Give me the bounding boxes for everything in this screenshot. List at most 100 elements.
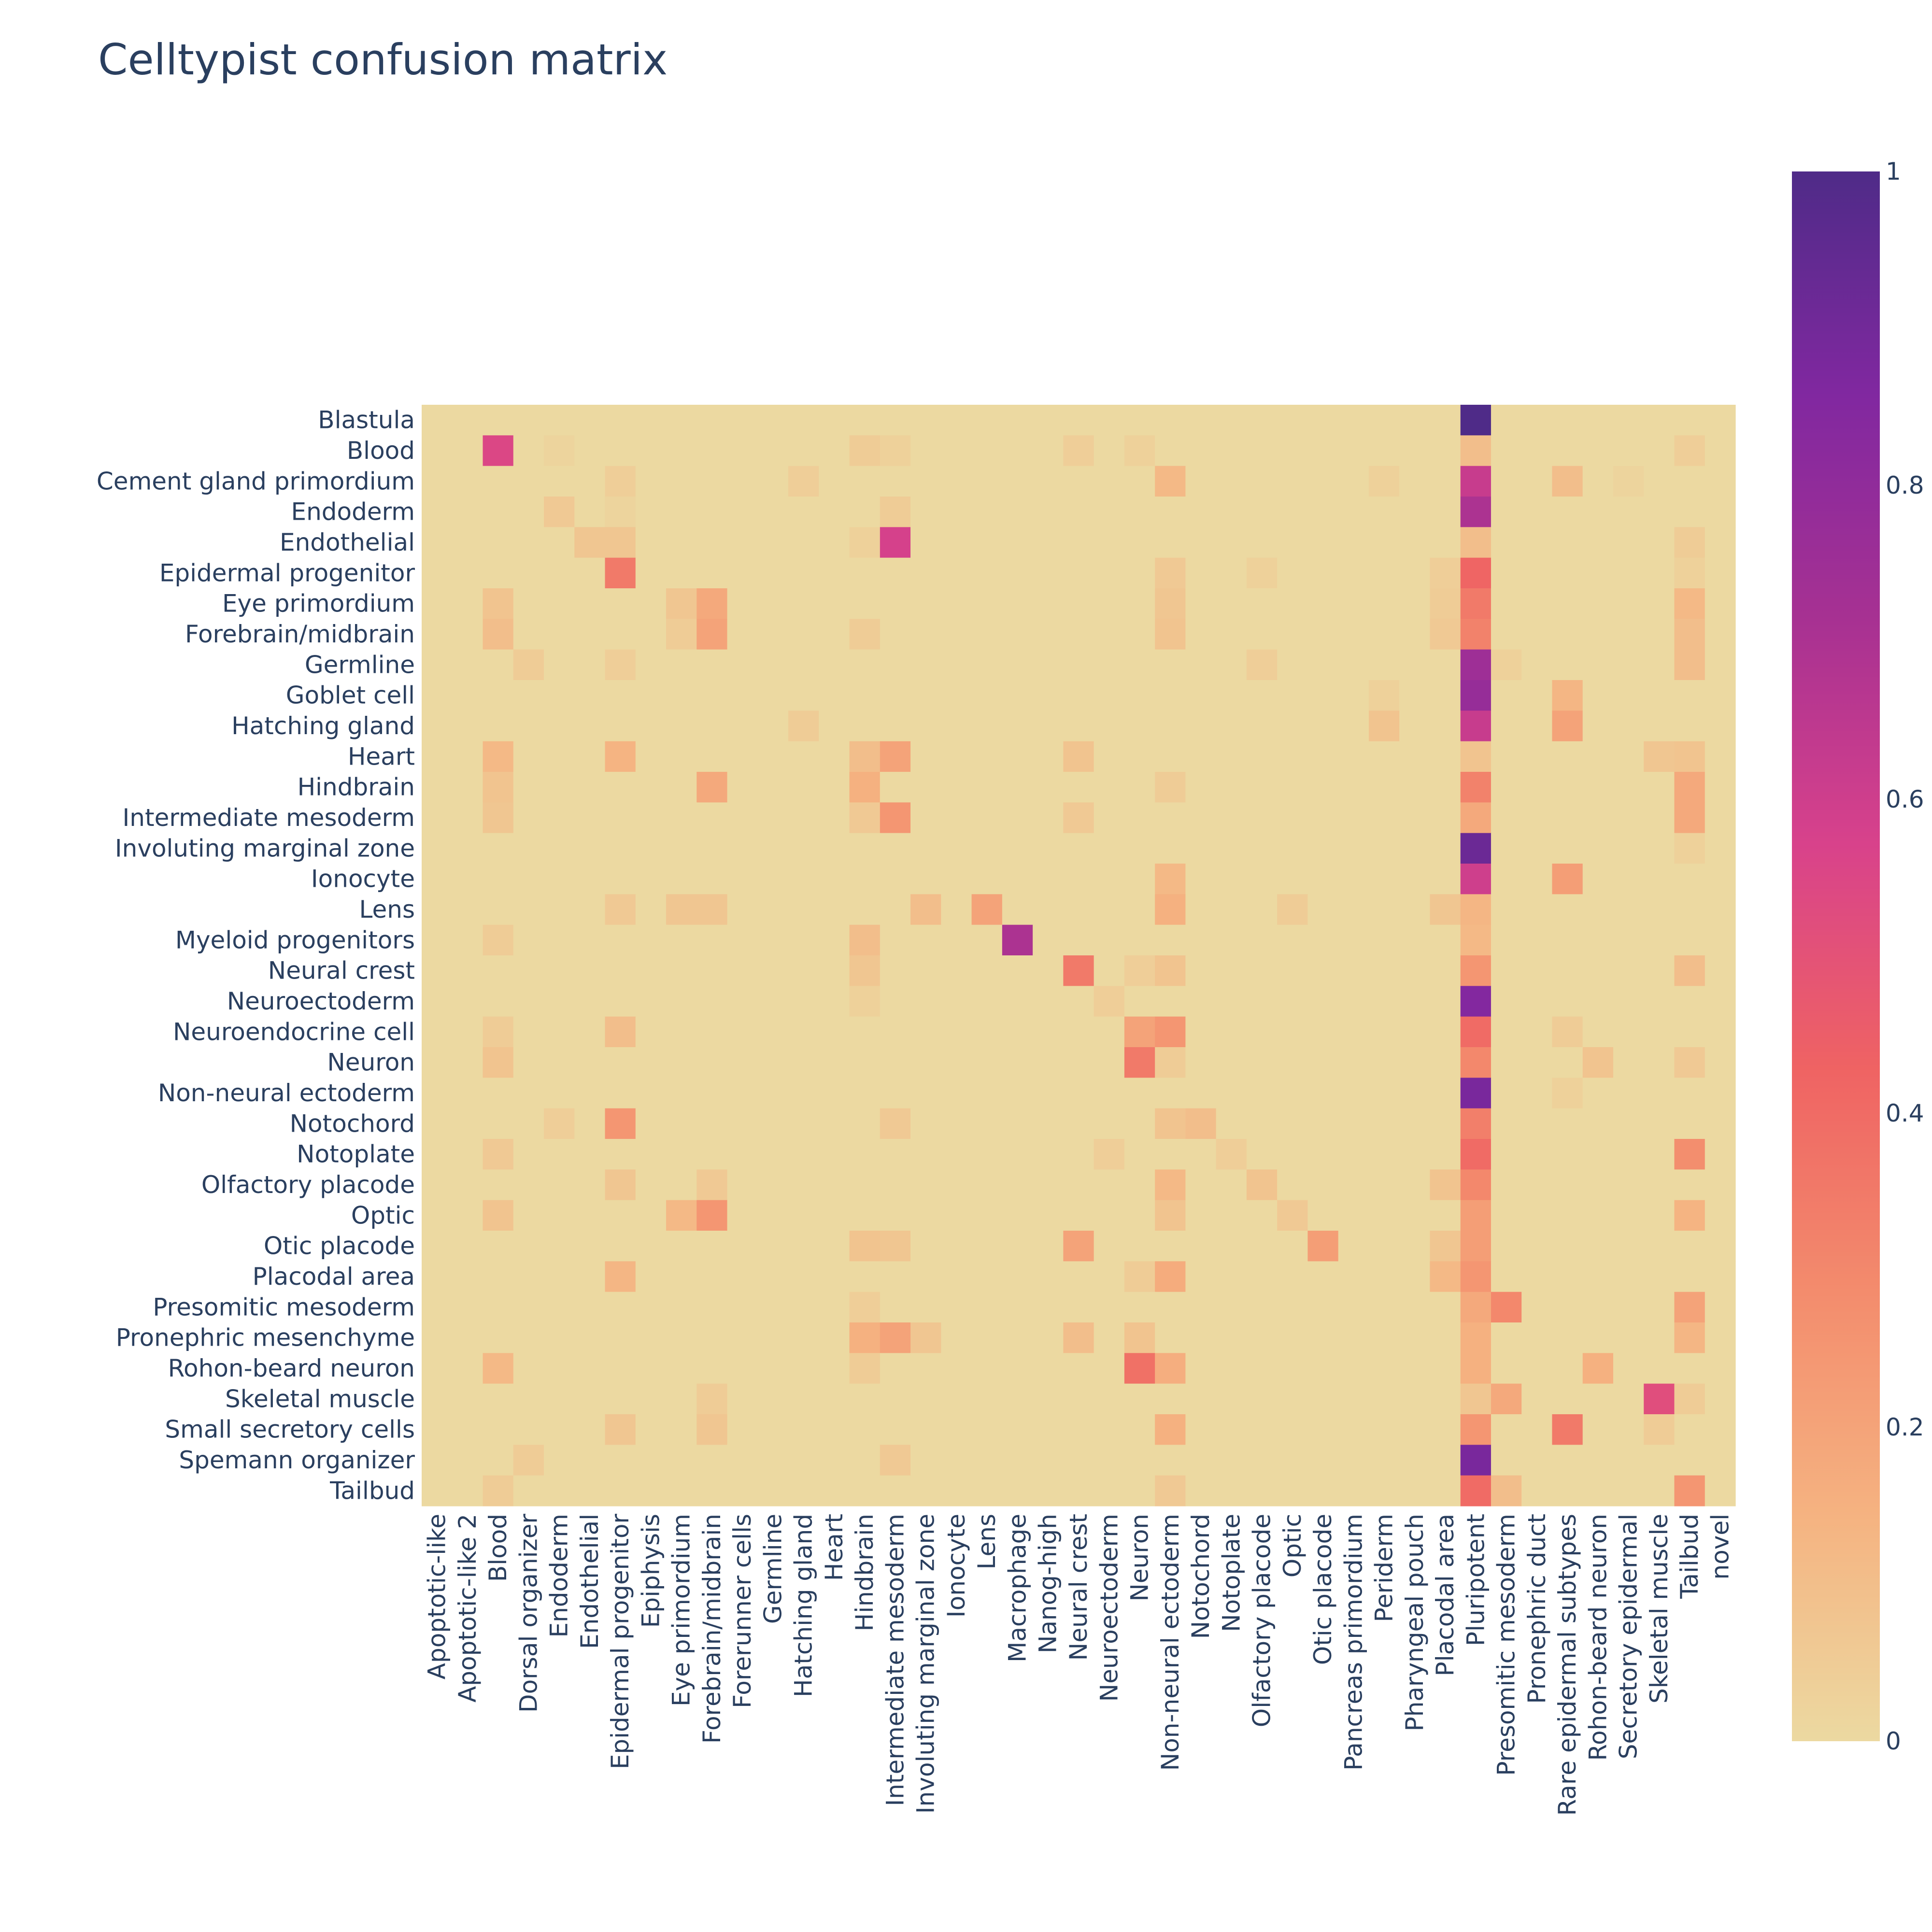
heatmap-cell xyxy=(849,924,881,956)
heatmap-cell xyxy=(819,557,850,589)
heatmap-cell xyxy=(1521,955,1553,986)
heatmap-cell xyxy=(696,710,728,742)
heatmap-cell xyxy=(1552,680,1583,711)
heatmap-cell xyxy=(1399,557,1431,589)
heatmap-cell xyxy=(1552,710,1583,742)
heatmap-cell xyxy=(757,1078,789,1109)
heatmap-cell xyxy=(452,1322,483,1353)
heatmap-cell xyxy=(819,1200,850,1231)
heatmap-cell xyxy=(1002,1200,1033,1231)
heatmap-cell xyxy=(1705,772,1736,803)
heatmap-cell xyxy=(1613,527,1644,558)
heatmap-cell xyxy=(1491,1016,1522,1048)
heatmap-cell xyxy=(757,1231,789,1262)
heatmap-cell xyxy=(1063,802,1094,834)
heatmap-cell xyxy=(910,527,941,558)
heatmap-cell xyxy=(849,1231,881,1262)
heatmap-cell xyxy=(788,1261,819,1293)
heatmap-cell xyxy=(574,833,606,864)
heatmap-cell xyxy=(1063,1108,1094,1139)
heatmap-cell xyxy=(605,955,636,986)
heatmap-cell xyxy=(1674,894,1705,925)
heatmap-cell xyxy=(1033,710,1064,742)
heatmap-cell xyxy=(1399,619,1431,650)
heatmap-cell xyxy=(1338,557,1369,589)
heatmap-cell xyxy=(1338,986,1369,1017)
heatmap-cell xyxy=(422,1108,453,1139)
heatmap-cell xyxy=(757,864,789,895)
heatmap-cell xyxy=(757,649,789,681)
heatmap-cell xyxy=(1491,1261,1522,1293)
heatmap-cell xyxy=(971,619,1003,650)
heatmap-cell xyxy=(1705,557,1736,589)
heatmap-cell xyxy=(1460,1353,1492,1384)
heatmap-cell xyxy=(483,527,514,558)
x-tick-label: Blood xyxy=(484,1514,512,1582)
heatmap-cell xyxy=(1002,772,1033,803)
heatmap-cell xyxy=(1705,1414,1736,1445)
heatmap-cell xyxy=(544,649,575,681)
heatmap-cell xyxy=(422,1261,453,1293)
heatmap-cell xyxy=(1155,1016,1186,1048)
heatmap-cell xyxy=(1246,497,1278,527)
heatmap-cell xyxy=(1399,1139,1431,1170)
heatmap-cell xyxy=(1674,1292,1705,1323)
heatmap-cell xyxy=(696,405,728,436)
heatmap-cell xyxy=(1063,894,1094,925)
heatmap-cell xyxy=(1216,802,1247,834)
heatmap-cell xyxy=(483,1353,514,1384)
heatmap-cell xyxy=(941,894,972,925)
heatmap-cell xyxy=(1582,924,1614,956)
heatmap-cell xyxy=(1002,619,1033,650)
heatmap-cell xyxy=(1185,649,1217,681)
colorbar-tick-label: 1 xyxy=(1886,157,1901,185)
heatmap-cell xyxy=(941,1445,972,1476)
heatmap-cell xyxy=(1613,1445,1644,1476)
heatmap-cell xyxy=(1063,588,1094,619)
y-tick-label: Neuron xyxy=(327,1049,415,1077)
heatmap-cell xyxy=(880,405,911,436)
heatmap-cell xyxy=(1460,924,1492,956)
heatmap-cell xyxy=(971,1047,1003,1078)
heatmap-cell xyxy=(1124,955,1155,986)
heatmap-cell xyxy=(941,741,972,772)
heatmap-cell xyxy=(880,1200,911,1231)
heatmap-cell xyxy=(1185,527,1217,558)
heatmap-cell xyxy=(1185,833,1217,864)
heatmap-cell xyxy=(1460,1078,1492,1109)
heatmap-cell xyxy=(1307,1108,1339,1139)
heatmap-cell xyxy=(1063,772,1094,803)
heatmap-cell xyxy=(1491,955,1522,986)
heatmap-cell xyxy=(605,1016,636,1048)
heatmap-cell xyxy=(544,1414,575,1445)
heatmap-cell xyxy=(1399,864,1431,895)
heatmap-cell xyxy=(941,1047,972,1078)
heatmap-cell xyxy=(1185,466,1217,497)
heatmap-cell xyxy=(1368,772,1400,803)
heatmap-cell xyxy=(605,466,636,497)
x-tick-label: Pancreas primordium xyxy=(1339,1514,1367,1771)
heatmap-cell xyxy=(1185,1231,1217,1262)
heatmap-cell xyxy=(1460,1108,1492,1139)
heatmap-cell xyxy=(1644,1078,1675,1109)
heatmap-cell xyxy=(1063,1016,1094,1048)
heatmap-cell xyxy=(727,802,758,834)
heatmap-cell xyxy=(1674,497,1705,527)
heatmap-cell xyxy=(1644,1445,1675,1476)
heatmap-cell xyxy=(1155,986,1186,1017)
heatmap-cell xyxy=(1124,894,1155,925)
heatmap-cell xyxy=(1491,557,1522,589)
heatmap-cell xyxy=(696,772,728,803)
heatmap-cell xyxy=(1002,1353,1033,1384)
heatmap-cell xyxy=(483,1322,514,1353)
heatmap-cell xyxy=(696,1016,728,1048)
heatmap-cell xyxy=(910,1261,941,1293)
heatmap-cell xyxy=(1491,466,1522,497)
heatmap-cell xyxy=(666,1200,697,1231)
heatmap-cell xyxy=(605,1139,636,1170)
heatmap-cell xyxy=(574,1414,606,1445)
heatmap-cell xyxy=(605,772,636,803)
heatmap-cell xyxy=(1460,1231,1492,1262)
heatmap-cell xyxy=(1033,1231,1064,1262)
y-tick-label: Intermediate mesoderm xyxy=(123,804,415,832)
